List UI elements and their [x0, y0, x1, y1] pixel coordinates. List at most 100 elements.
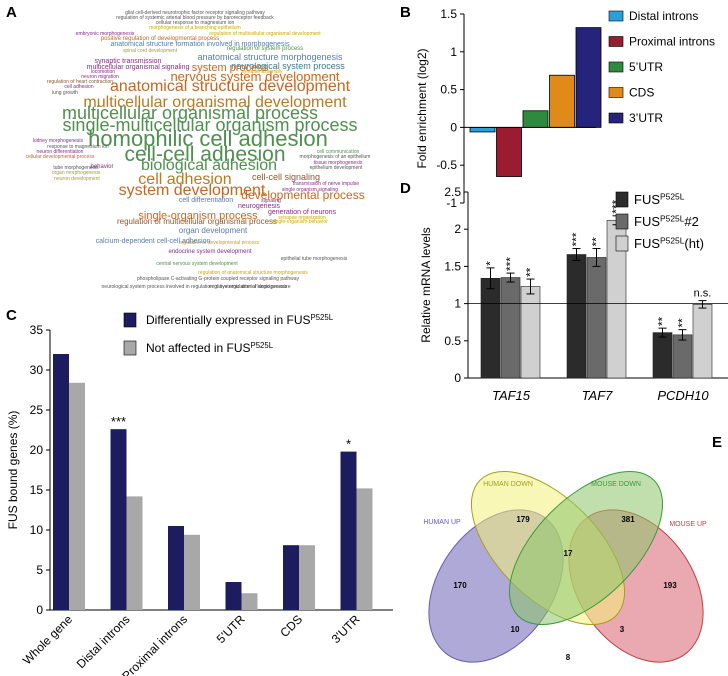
bar-0-1	[110, 429, 127, 610]
venn-region-count: 17	[564, 549, 573, 558]
panel-label-e: E	[712, 434, 723, 451]
significance-label: **	[524, 267, 538, 277]
cloud-term: kidney morphogenesis	[32, 138, 84, 145]
x-tick-label: Distal introns	[74, 612, 133, 671]
legend-label-1: Proximal introns	[629, 35, 715, 49]
cloud-term: signaling	[261, 198, 281, 205]
significance-label: **	[656, 316, 670, 326]
panel-label-b: B	[400, 4, 411, 21]
y-tick-label: -1	[446, 196, 457, 210]
panel-label-d: D	[400, 180, 411, 197]
y-axis-label: Fold enrichment (log2)	[415, 48, 429, 168]
cloud-term: epithelial tube morphogenesis	[280, 255, 348, 262]
cloud-term: locomotion	[90, 69, 116, 76]
legend-swatch-0	[608, 10, 624, 22]
cloud-term: system development	[118, 182, 266, 200]
cloud-term: morphogenesis of an epithelium	[299, 153, 371, 160]
cloud-term: neurological system process involved in …	[101, 283, 291, 290]
cloud-term: nervous system development	[170, 68, 340, 84]
cloud-term: system process	[191, 62, 269, 75]
bar-0-2	[168, 526, 184, 610]
bar-0	[469, 127, 496, 133]
cloud-term: neurogenesis	[237, 203, 281, 211]
venn-region-count: 8	[566, 653, 571, 662]
panel-label-c: C	[6, 307, 17, 324]
bar-2-0	[520, 286, 541, 379]
venn-region-count: 3	[620, 625, 625, 634]
venn-set-label-2: MOUSE DOWN	[591, 481, 641, 488]
cloud-term: single organism signaling	[281, 186, 339, 193]
y-tick-label: 1.5	[440, 7, 457, 21]
bar-1-5	[356, 488, 373, 610]
cloud-term: multicellular organismal signaling	[86, 63, 190, 71]
cloud-term: multicellular organismal process	[61, 103, 319, 124]
x-tick-label: PCDH10	[657, 388, 709, 403]
bar-1-0	[500, 277, 521, 379]
significance-label: ***	[570, 232, 584, 246]
cloud-term: embryonic morphogenesis	[75, 30, 135, 37]
cloud-term: phospholipase C-activating G-protein cou…	[136, 276, 300, 283]
x-tick-label: Whole gene	[20, 612, 75, 667]
cloud-term: regulation of heart contraction	[46, 79, 114, 86]
cloud-term: biological adhesion	[140, 157, 278, 175]
bar-4	[575, 27, 602, 128]
go-term-word-cloud: glial cell-derived neurotrophic factor r…	[0, 0, 390, 300]
cloud-term: organ development	[178, 226, 248, 236]
cloud-term: transmission of nerve impulse	[292, 181, 360, 187]
legend-label-4: 3’UTR	[629, 111, 663, 125]
cloud-term: cellular response to magnesium ion	[155, 20, 235, 27]
significance-label: ***	[111, 414, 126, 429]
venn-set-2	[508, 470, 664, 626]
cloud-term: central nervous system development	[156, 261, 238, 268]
legend-label-3: CDS	[629, 86, 654, 100]
cloud-term: response to magnesium ion	[47, 144, 109, 151]
cloud-term: synaptic transmission	[94, 58, 162, 65]
cloud-term: neuron development	[54, 176, 100, 183]
legend-label-0: Differentially expressed in FUSP525L	[146, 313, 334, 327]
cloud-term: cellular developmental process	[25, 153, 95, 160]
y-tick-label: 20	[30, 443, 44, 457]
cloud-term: anatomical structure formation involved …	[110, 40, 290, 48]
cloud-term: endocrine system development	[168, 248, 252, 255]
significance-label: **	[590, 237, 604, 247]
cloud-term: cell-cell signaling	[251, 171, 321, 182]
legend-swatch-1	[615, 213, 629, 230]
legend-label-2: 5’UTR	[629, 60, 663, 74]
significance-label: ***	[504, 257, 518, 271]
x-tick-label: 5’UTR	[214, 612, 248, 646]
significance-label: *	[484, 261, 498, 266]
cloud-term: neurological system process	[231, 60, 345, 71]
bar-3	[549, 74, 575, 128]
legend-swatch-1	[123, 340, 137, 356]
legend-swatch-0	[615, 191, 629, 208]
venn-region-count: 381	[621, 515, 635, 524]
cloud-term: cell communication	[316, 149, 360, 156]
cloud-term: tissue morphogenesis	[313, 159, 363, 166]
bar-2	[522, 110, 549, 128]
legend-label-0: Distal introns	[629, 9, 698, 23]
y-axis-label: Relative mRNA levels	[419, 227, 433, 342]
cloud-term: generation of neurons	[267, 208, 337, 216]
y-tick-label: 5	[36, 563, 43, 577]
cloud-term: synapse assembly	[241, 68, 283, 75]
y-tick-label: 0	[450, 120, 457, 134]
bar-0-0	[53, 354, 69, 610]
cloud-term: cell adhesion	[64, 84, 94, 91]
x-tick-label: TAF15	[492, 388, 531, 403]
bar-0-4	[283, 545, 299, 610]
x-tick-label: CDS	[277, 612, 305, 640]
cloud-term: single-organism process	[138, 209, 258, 222]
fold-enrichment-chart: -1 -0.5 0 0.5 1 1.5 Fold enrichment (log2) Dist…	[415, 7, 715, 210]
bar-0-1	[566, 254, 587, 379]
x-tick-label: TAF7	[582, 388, 614, 403]
cloud-term: single-multicellular organism process	[62, 115, 358, 136]
bar-1-0	[69, 382, 85, 610]
y-tick-label: 30	[30, 363, 44, 377]
legend-swatch-2	[608, 61, 624, 73]
y-tick-label: 15	[30, 483, 44, 497]
venn-region-count: 10	[511, 625, 520, 634]
y-tick-label: -0.5	[436, 158, 457, 172]
legend-swatch-1	[608, 36, 624, 47]
venn-diagram: HUMAN UP HUMAN DOWN MOUSE DOWN MOUSE UP 170 1…	[423, 470, 707, 663]
